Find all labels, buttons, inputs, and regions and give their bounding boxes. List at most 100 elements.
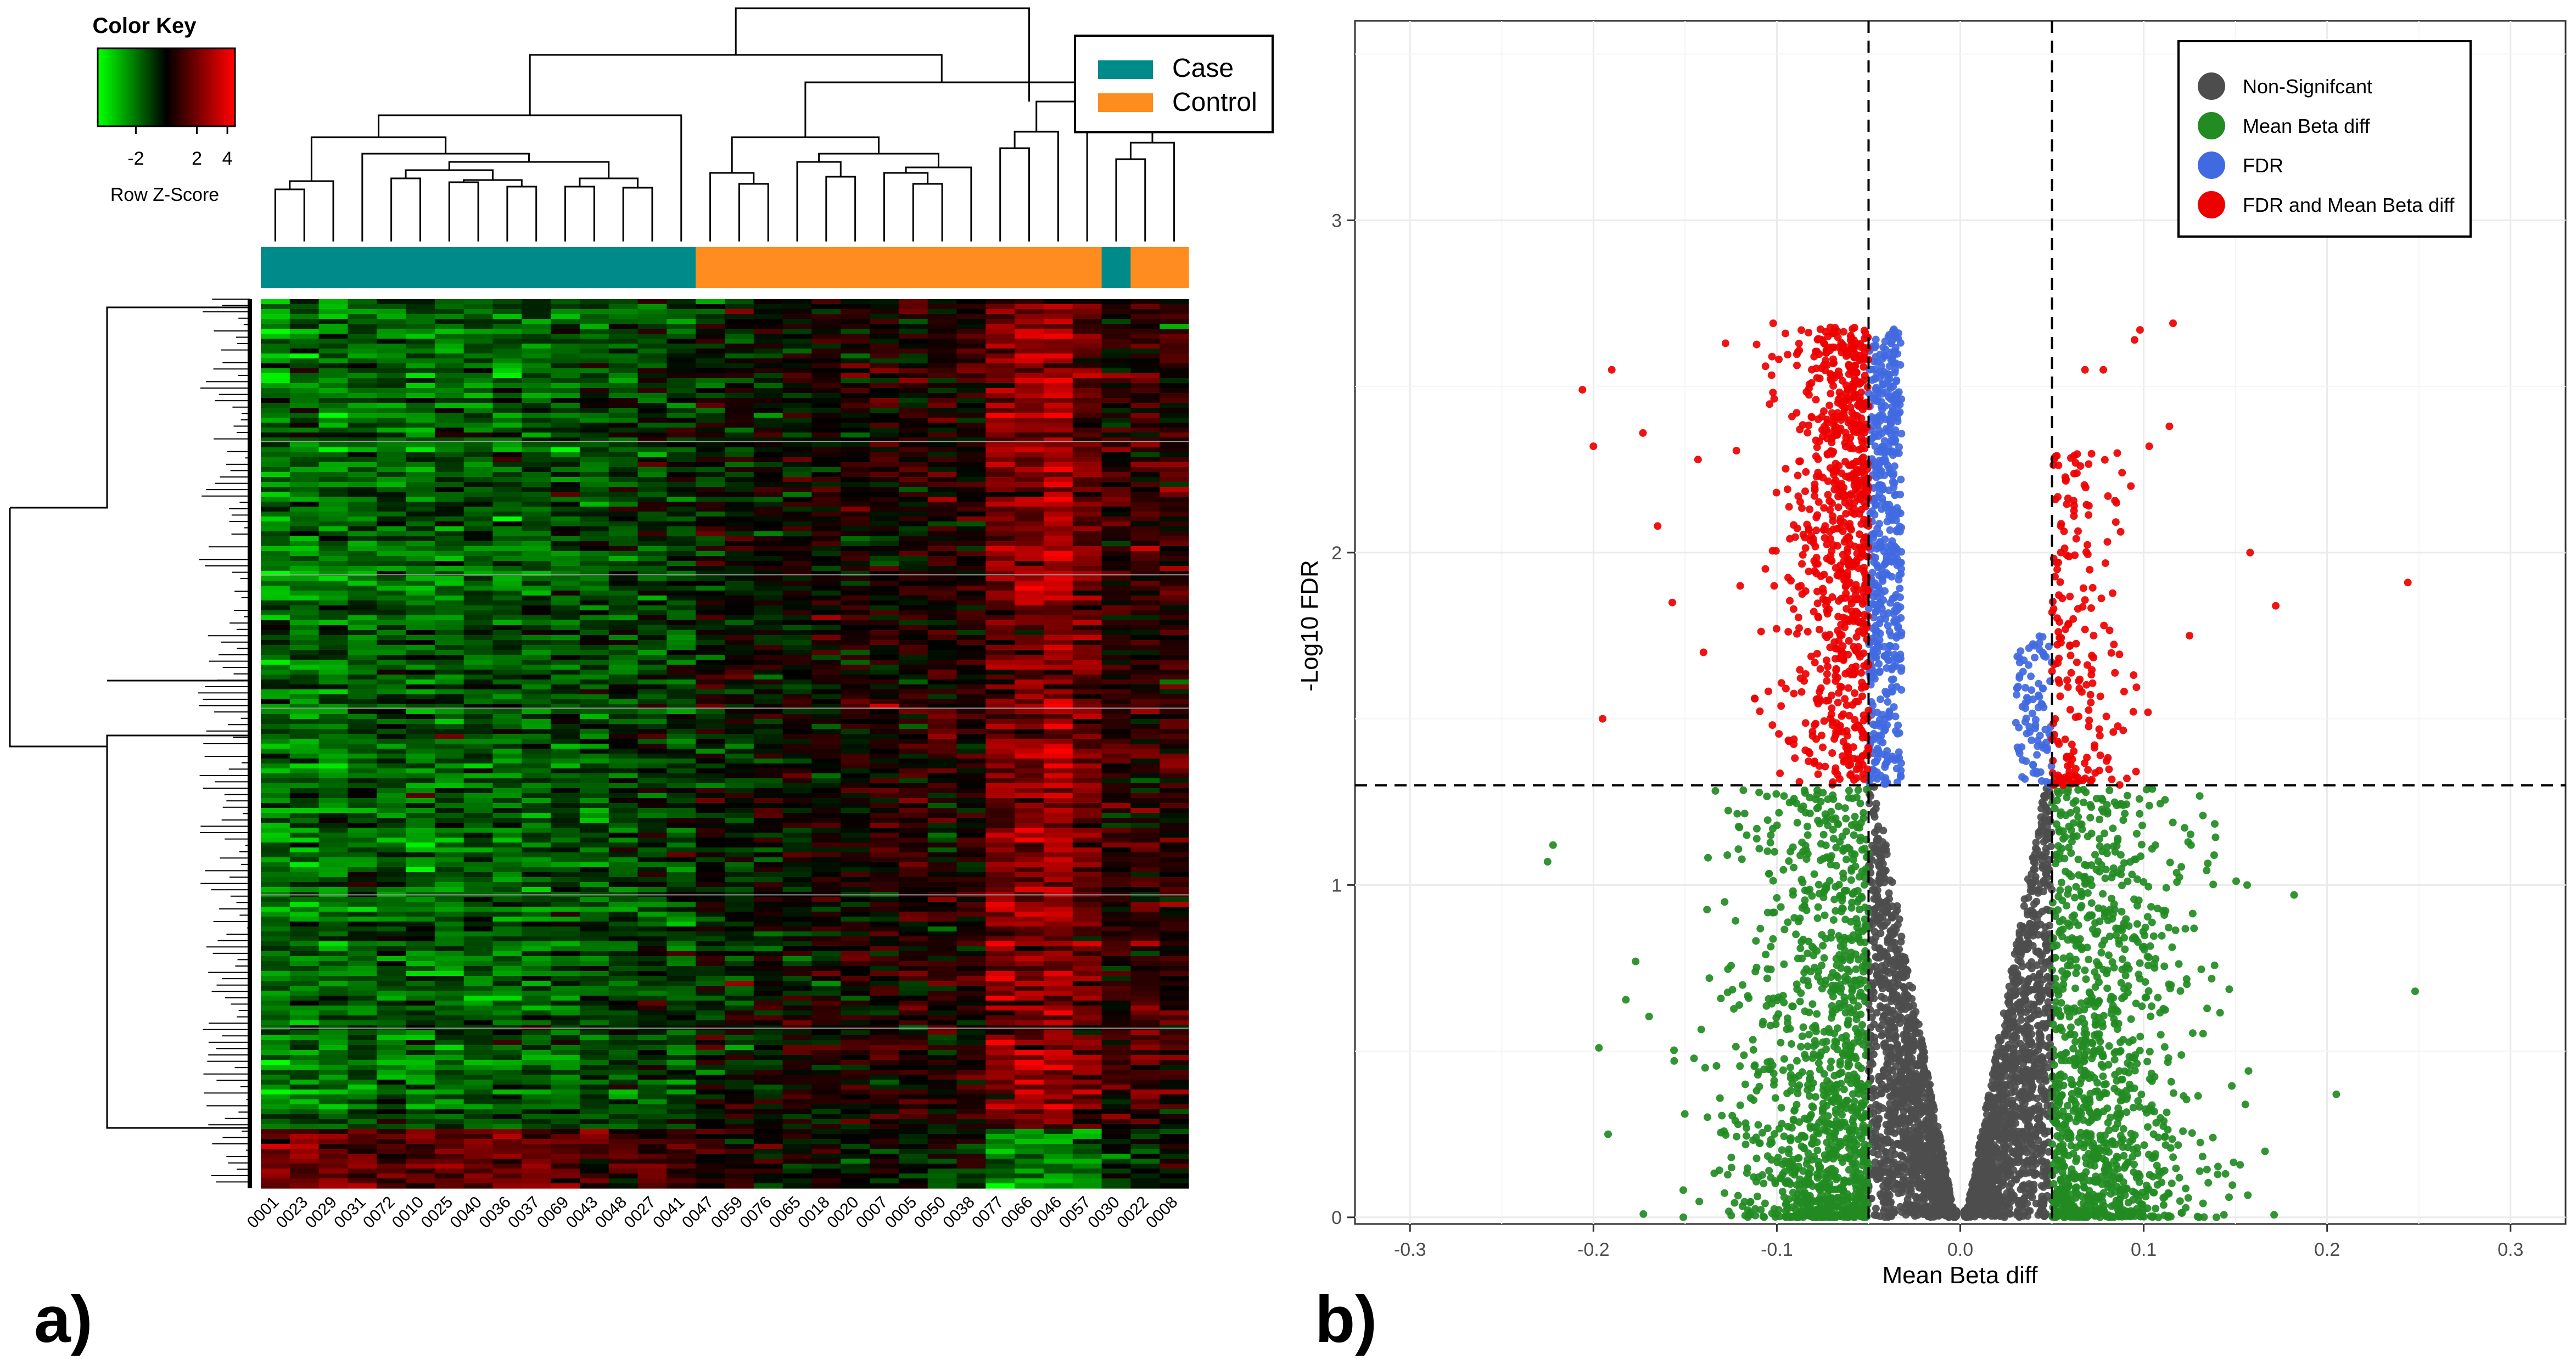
heatmap-cell (1072, 635, 1102, 641)
heatmap-cell (1072, 314, 1102, 319)
heatmap-cell (1101, 531, 1131, 537)
heatmap-cell (434, 437, 464, 443)
heatmap-cell (1043, 314, 1073, 319)
heatmap-cell (811, 966, 841, 971)
heatmap-cell (782, 1040, 812, 1046)
group-cell (522, 247, 551, 288)
dendrogram-branch (274, 188, 305, 242)
heatmap-cell (377, 467, 406, 473)
heatmap-cell (1072, 783, 1102, 789)
heatmap-cell (696, 689, 725, 695)
heatmap-cell (1160, 694, 1189, 700)
heatmap-cell (1160, 655, 1189, 660)
heatmap-cell (463, 996, 494, 1001)
heatmap-cell (1160, 1015, 1189, 1021)
heatmap-cell (696, 512, 725, 517)
heatmap-cell (870, 902, 899, 907)
heatmap-cell (985, 418, 1015, 423)
heatmap-cell (927, 1040, 957, 1046)
heatmap-cell (696, 408, 725, 413)
heatmap-cell (261, 620, 290, 626)
heatmap-cell (985, 749, 1015, 754)
heatmap-cell (637, 546, 667, 552)
heatmap-cell (811, 759, 841, 764)
heatmap-cell (261, 309, 290, 315)
heatmap-cell (870, 349, 899, 354)
heatmap-cell (377, 620, 406, 626)
heatmap-cell (811, 862, 841, 868)
heatmap-cell (667, 304, 696, 310)
heatmap-cell (1130, 922, 1160, 927)
heatmap-cell (1072, 363, 1102, 369)
heatmap-cell (1160, 363, 1189, 369)
heatmap-cell (637, 339, 667, 344)
heatmap-cell (1015, 926, 1044, 932)
heatmap-cell (463, 408, 494, 413)
heatmap-cell (318, 887, 348, 892)
heatmap-cell (406, 768, 435, 774)
heatmap-cell (753, 689, 783, 695)
heatmap-cell (318, 857, 348, 863)
heatmap-cell (725, 339, 754, 344)
heatmap-cell (898, 882, 928, 888)
heatmap-cell (870, 931, 899, 937)
heatmap-cell (1101, 907, 1131, 912)
heatmap-cell (348, 759, 377, 764)
heatmap-cell (318, 877, 348, 883)
heatmap-cell (1130, 304, 1160, 310)
heatmap-cell (492, 586, 522, 591)
heatmap-cell (637, 645, 667, 650)
heatmap-cell (1101, 334, 1131, 339)
heatmap-cell (522, 828, 551, 833)
heatmap-cell (434, 882, 464, 888)
heatmap-cell (1043, 704, 1073, 710)
heatmap-cell (725, 551, 754, 557)
heatmap-cell (985, 1001, 1015, 1006)
heatmap-cell (1160, 719, 1189, 725)
heatmap-cell (985, 512, 1015, 517)
heatmap-cell (898, 561, 928, 566)
heatmap-cell (289, 546, 320, 552)
heatmap-cell (1043, 418, 1073, 423)
heatmap-cell (579, 526, 609, 532)
heatmap-cell (318, 408, 348, 413)
color-key-cell (228, 48, 231, 126)
heatmap-cell (463, 976, 494, 981)
heatmap-cell (1101, 734, 1131, 739)
heatmap-cell (782, 976, 812, 981)
heatmap-cell (1043, 744, 1073, 749)
heatmap-cell (696, 358, 725, 364)
heatmap-cell (870, 329, 899, 334)
heatmap-cell (406, 763, 435, 769)
heatmap-cell (667, 457, 696, 463)
heatmap-cell (434, 462, 464, 468)
heatmap-cell (927, 724, 957, 729)
heatmap-cell (551, 314, 580, 319)
heatmap-cell (637, 433, 667, 438)
heatmap-cell (348, 897, 377, 902)
heatmap-cell (841, 423, 870, 428)
heatmap-cell (811, 324, 841, 329)
heatmap-cell (261, 447, 290, 453)
heatmap-cell (463, 808, 494, 813)
heatmap-cell (377, 867, 406, 873)
heatmap-cell (406, 704, 435, 710)
heatmap-cell (1101, 803, 1131, 808)
heatmap-cell (289, 1030, 320, 1036)
heatmap-cell (406, 383, 435, 389)
heatmap-cell (811, 353, 841, 359)
heatmap-cell (696, 907, 725, 912)
heatmap-cell (579, 808, 609, 813)
heatmap-cell (1160, 660, 1189, 665)
heatmap-cell (406, 986, 435, 991)
heatmap-cell (1101, 1020, 1131, 1026)
heatmap-cell (841, 477, 870, 482)
heatmap-cell (579, 576, 609, 581)
heatmap-cell (811, 660, 841, 665)
heatmap-cell (725, 299, 754, 305)
heatmap-cell (1015, 966, 1044, 971)
heatmap-cell (377, 798, 406, 804)
heatmap-cell (1072, 329, 1102, 334)
heatmap-cell (1015, 734, 1044, 739)
heatmap-cell (377, 744, 406, 749)
